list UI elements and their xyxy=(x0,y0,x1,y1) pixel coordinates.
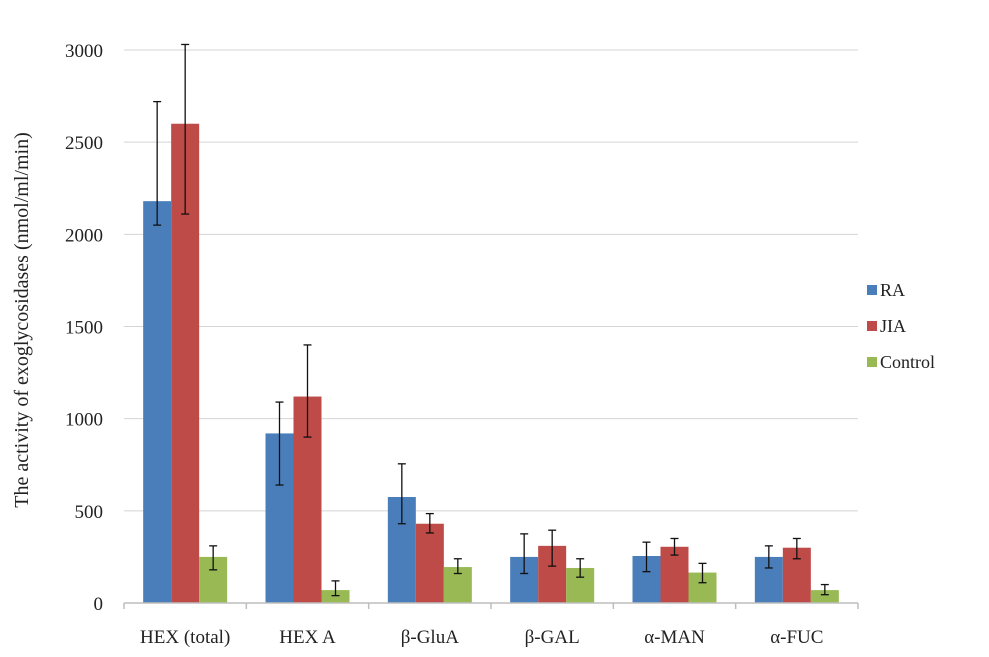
error-bar xyxy=(820,583,829,596)
error-bar xyxy=(520,533,529,575)
y-tick-label: 500 xyxy=(75,502,104,523)
x-category-label: HEX (total) xyxy=(140,627,230,648)
error-bar xyxy=(425,512,434,534)
error-bar xyxy=(642,541,651,573)
error-bar xyxy=(209,545,218,571)
error-bar xyxy=(670,537,679,556)
y-tick-label: 1000 xyxy=(65,410,103,431)
legend-label-jia: JIA xyxy=(880,316,906,336)
error-bar xyxy=(275,401,284,486)
bar-control-1 xyxy=(321,590,350,603)
bar-jia-4 xyxy=(660,546,689,603)
x-category-label: β-GAL xyxy=(525,627,580,648)
bar-control-5 xyxy=(810,590,839,603)
gridlines xyxy=(124,49,858,512)
y-tick-label: 2500 xyxy=(65,133,103,154)
error-bar xyxy=(698,562,707,584)
x-category-label: α-MAN xyxy=(644,627,705,648)
error-bar xyxy=(331,580,340,597)
x-category-label: α-FUC xyxy=(770,627,823,648)
y-tick-label: 0 xyxy=(94,594,104,615)
y-axis-title: The activity of exoglycosidases (nmol/ml… xyxy=(11,132,33,507)
error-bars xyxy=(153,43,829,597)
y-tick-label: 1500 xyxy=(65,318,103,339)
bars xyxy=(143,123,839,604)
error-bar xyxy=(153,100,162,226)
error-bar xyxy=(764,545,773,569)
legend: RA JIA Control xyxy=(867,280,935,372)
error-bar xyxy=(303,344,312,438)
error-bar xyxy=(397,463,406,525)
legend-label-ra: RA xyxy=(880,280,905,300)
bar-ra-0 xyxy=(143,201,172,604)
error-bar xyxy=(181,43,190,215)
error-bar xyxy=(453,558,462,575)
legend-swatch-control xyxy=(867,357,877,367)
y-axis-ticks: 0 500 1000 1500 2000 2500 3000 xyxy=(65,41,103,615)
legend-swatch-jia xyxy=(867,321,877,331)
x-axis: HEX (total) HEX A β-GluA β-GAL α-MAN α-FUC xyxy=(123,602,859,648)
x-category-label: β-GluA xyxy=(401,627,459,648)
legend-label-control: Control xyxy=(880,352,935,372)
error-bar xyxy=(548,529,557,567)
error-bar xyxy=(792,537,801,560)
x-category-label: HEX A xyxy=(279,627,336,648)
error-bar xyxy=(576,558,585,578)
y-tick-label: 3000 xyxy=(65,41,103,62)
y-tick-label: 2000 xyxy=(65,225,103,246)
legend-swatch-ra xyxy=(867,285,877,295)
bar-jia-2 xyxy=(415,523,444,603)
